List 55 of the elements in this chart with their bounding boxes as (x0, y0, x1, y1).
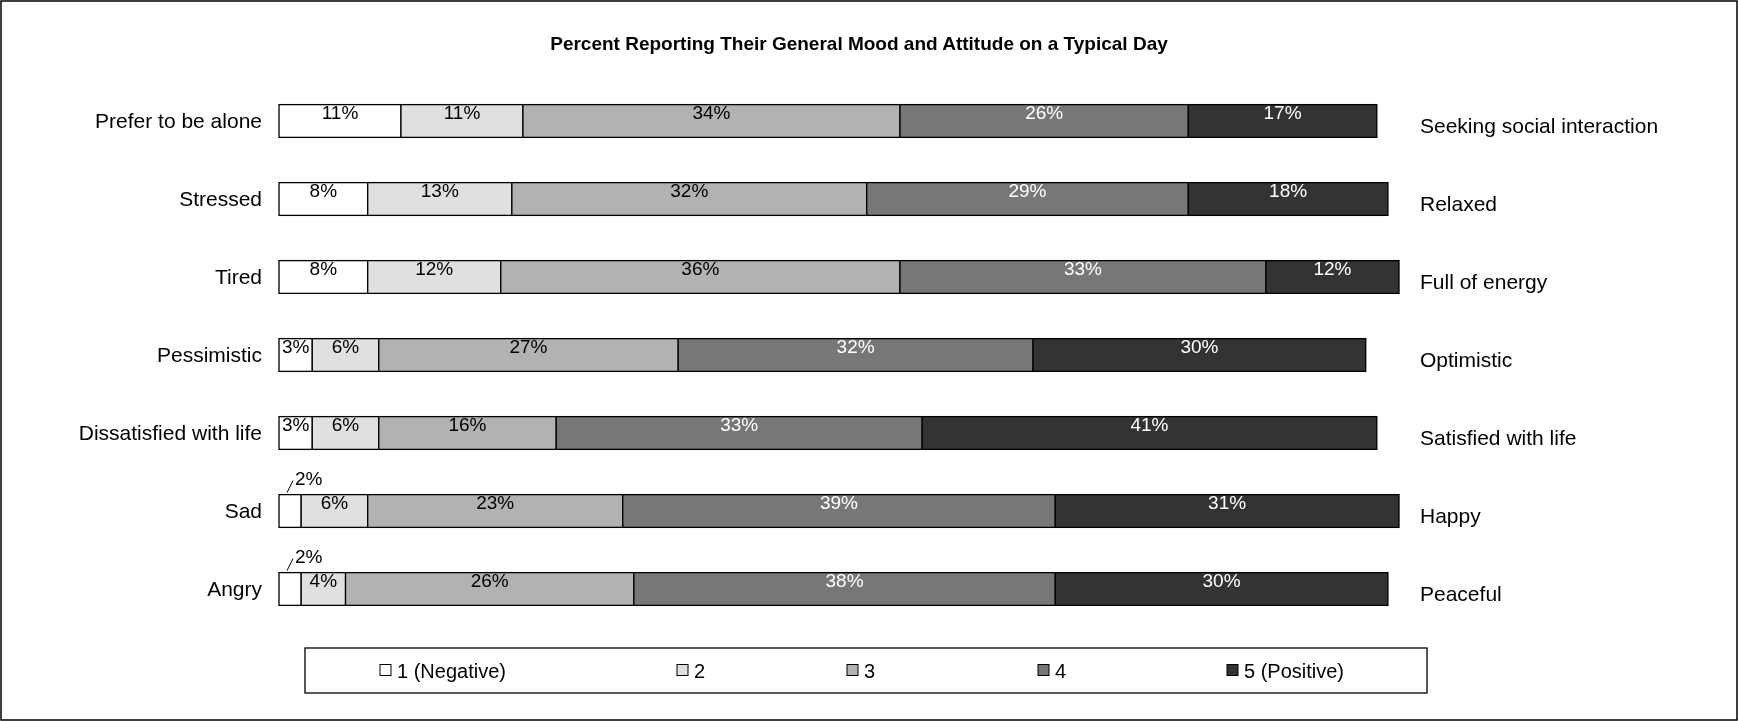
text: Full of energy (1420, 270, 1548, 293)
data-label: 2% (295, 545, 323, 567)
legend-label: 5 (Positive) (1244, 659, 1345, 682)
data-label: 6% (331, 336, 360, 357)
y-tick-label: Stressed (179, 187, 262, 210)
data-label: 30% (1202, 570, 1241, 591)
y-tick-label: Angry (207, 577, 263, 600)
text: Satisfied with life (1420, 426, 1577, 449)
text: Peaceful (1420, 582, 1502, 605)
data-label: 27% (509, 336, 548, 357)
data-label: 39% (819, 492, 859, 513)
legend-label: 4 (1055, 659, 1067, 682)
data-label: 6% (331, 414, 360, 435)
text: Relaxed (1420, 192, 1498, 215)
data-label: 8% (309, 180, 338, 201)
y-tick-label: Dissatisfied with life (78, 421, 262, 444)
data-label: 18% (1269, 180, 1308, 201)
data-label: 3% (281, 336, 310, 357)
data-label: 32% (670, 180, 709, 201)
data-label: 17% (1263, 102, 1302, 123)
data-label: 3% (281, 414, 310, 435)
data-label: 6% (320, 492, 349, 513)
data-label: 38% (825, 570, 864, 591)
data-label: 11% (443, 102, 481, 123)
data-label: 26% (1025, 102, 1064, 123)
data-label: 11% (321, 102, 359, 123)
data-label: 31% (1208, 492, 1247, 513)
data-label: 30% (1180, 336, 1219, 357)
y-tick-label: Tired (214, 265, 262, 288)
data-label: 12% (415, 258, 454, 279)
data-label: 13% (420, 180, 459, 201)
data-label: 12% (1313, 258, 1352, 279)
data-label: 2% (295, 467, 323, 489)
legend-label: 2 (694, 659, 706, 682)
data-label: 41% (1130, 414, 1169, 435)
text: Optimistic (1420, 348, 1513, 371)
data-label: 4% (309, 570, 338, 591)
data-label: 29% (1008, 180, 1047, 201)
data-label: 33% (720, 414, 759, 435)
y-tick-label: Prefer to be alone (95, 109, 262, 132)
legend-label: 3 (864, 659, 876, 682)
text: Seeking social interaction (1420, 114, 1659, 137)
data-label: 32% (836, 336, 875, 357)
data-label: 26% (470, 570, 509, 591)
data-label: 23% (476, 492, 515, 513)
chart-title: Percent Reporting Their General Mood and Attitude on a Typical Day (550, 33, 1169, 54)
data-label: 36% (681, 258, 720, 279)
data-label: 34% (692, 102, 731, 123)
data-label: 8% (309, 258, 338, 279)
data-label: 16% (448, 414, 487, 435)
legend-label: 1 (Negative) (397, 659, 506, 682)
y-tick-label: Pessimistic (156, 343, 262, 366)
y-tick-label: Sad (224, 499, 262, 522)
data-label: 33% (1063, 258, 1103, 279)
text: Happy (1420, 504, 1482, 527)
